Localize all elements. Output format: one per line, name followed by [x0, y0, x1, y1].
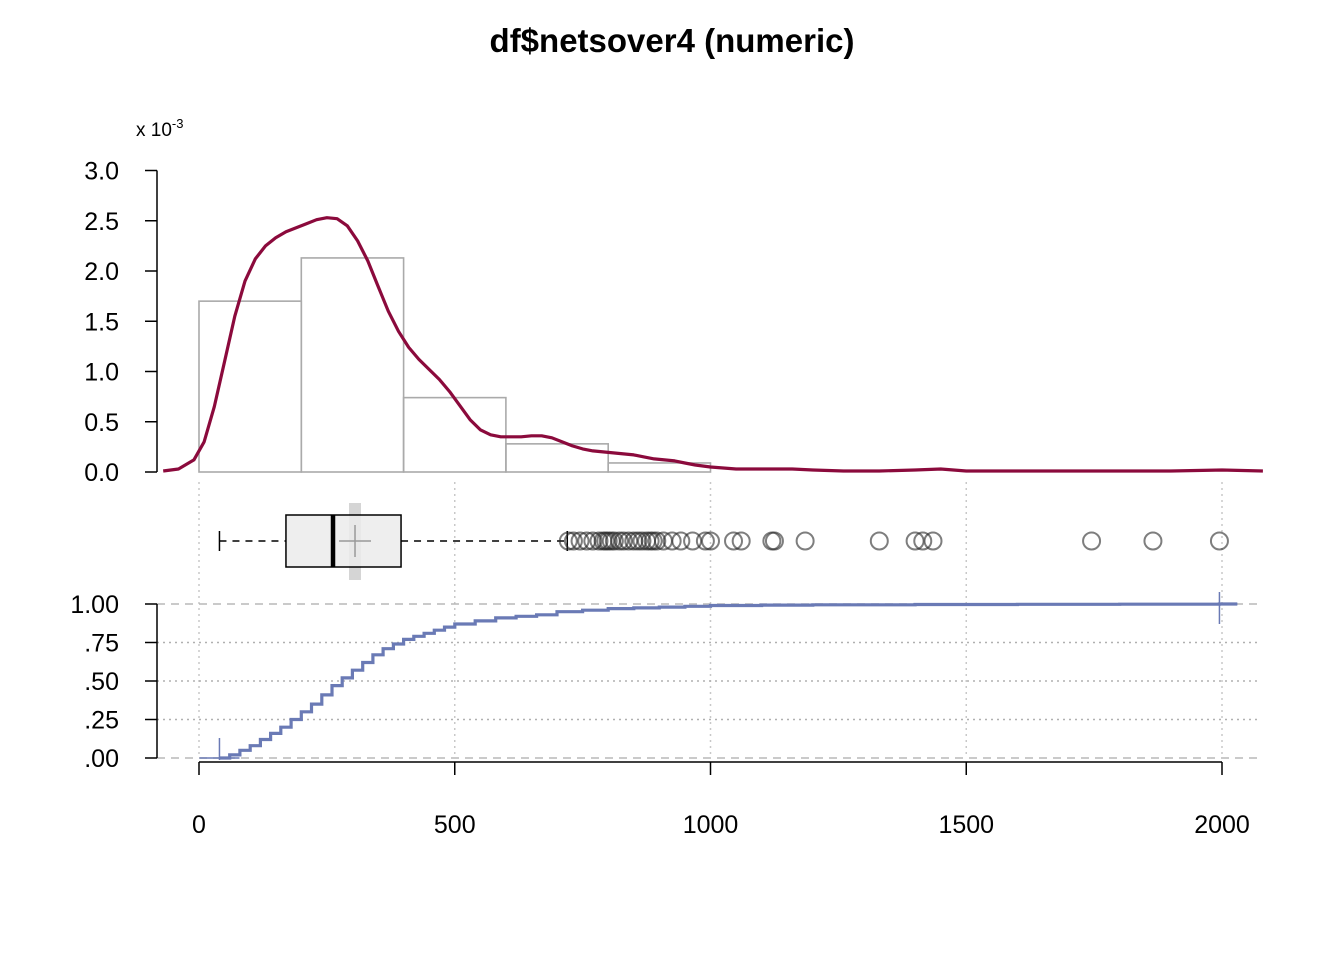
outlier-point — [583, 531, 603, 551]
outlier-point — [701, 531, 720, 551]
outlier-point — [604, 531, 624, 551]
outlier-point — [869, 531, 889, 551]
outlier-point — [671, 531, 691, 551]
outlier-point — [1082, 531, 1102, 551]
density-panel — [162, 216, 1263, 473]
ecdf-y-tick-label: .50 — [84, 668, 119, 696]
density-y-tick-label: 1.5 — [84, 308, 119, 336]
density-y-tick-label: 0.5 — [84, 409, 119, 437]
histogram-bar — [505, 443, 609, 473]
outlier-point — [724, 531, 744, 551]
x-axis-tick-label: 1500 — [938, 811, 994, 839]
outlier-point — [1143, 531, 1163, 551]
histogram-panel — [198, 257, 712, 473]
outlier-point — [795, 531, 815, 551]
x-axis-tick-label: 2000 — [1194, 811, 1250, 839]
outlier-point — [632, 531, 652, 551]
ecdf-panel: 1.00 .75 .50 .25 .00 — [70, 591, 1258, 773]
outlier-point — [647, 531, 667, 551]
ecdf-line — [219, 602, 1238, 760]
density-y-tick-label: 2.5 — [84, 208, 119, 236]
boxplot-panel — [218, 503, 1229, 580]
outlier-point — [731, 531, 751, 551]
outlier-point — [1209, 531, 1229, 551]
outlier-point — [913, 531, 933, 551]
density-y-axis: 0.0 0.5 1.0 1.5 2.0 2.5 3.0 x 10-3 — [84, 116, 183, 487]
outlier-point — [563, 531, 583, 551]
x-axis-tick-label: 500 — [434, 811, 476, 839]
outlier-point — [695, 531, 715, 551]
outlier-point — [662, 531, 682, 551]
density-y-tick-label: 2.0 — [84, 258, 119, 286]
chart-title: df$netsover4 (numeric) — [490, 22, 855, 59]
outlier-point — [764, 531, 784, 551]
density-multiplier-label: x 10-3 — [136, 116, 183, 141]
density-multiplier-exponent: -3 — [172, 116, 184, 131]
ecdf-y-tick-label: 1.00 — [70, 591, 119, 619]
ecdf-y-tick-label: .75 — [84, 630, 119, 658]
density-curve — [162, 216, 1263, 473]
x-axis-tick-label: 0 — [192, 811, 206, 839]
outlier-point — [923, 531, 943, 551]
x-axis: 0 500 1000 1500 2000 — [192, 761, 1250, 839]
x-axis-tick-label: 1000 — [683, 811, 739, 839]
outlier-point — [570, 531, 590, 551]
outlier-point — [614, 531, 634, 551]
density-y-tick-label: 0.0 — [84, 459, 119, 487]
outlier-point — [558, 531, 578, 551]
ecdf-y-tick-label: .00 — [84, 745, 119, 773]
density-y-tick-label: 1.0 — [84, 359, 119, 387]
histogram-bar — [198, 300, 303, 473]
histogram-bar — [300, 257, 405, 473]
x-gridlines — [198, 482, 1223, 758]
ecdf-y-tick-label: .25 — [84, 707, 119, 735]
density-y-tick-label: 3.0 — [84, 158, 119, 186]
